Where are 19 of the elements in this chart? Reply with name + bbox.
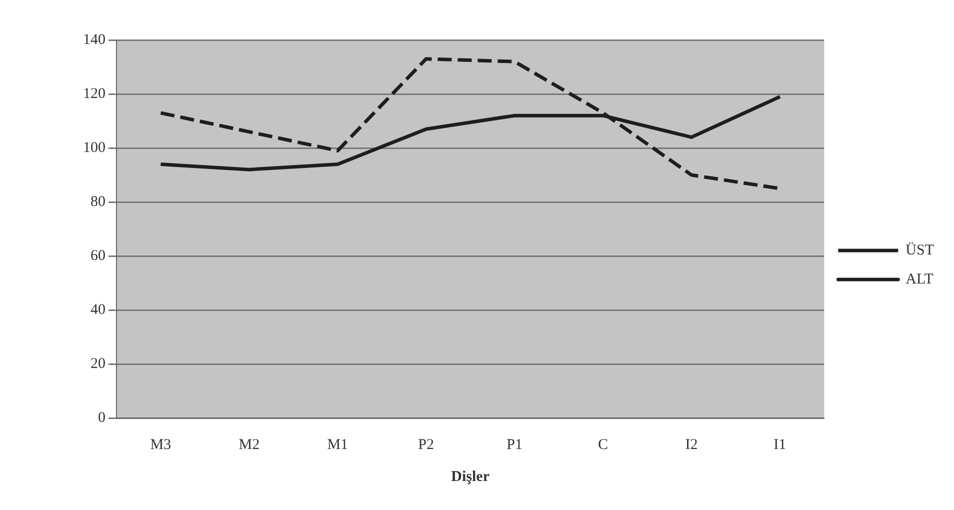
y-tick-label: 100: [83, 140, 106, 156]
legend-label: ALT: [906, 271, 934, 288]
y-tick-label: 140: [83, 32, 106, 48]
x-tick-label: M2: [238, 436, 260, 453]
y-tick-label: 20: [90, 356, 106, 372]
x-tick-label: P1: [506, 436, 522, 453]
x-tick-label: M1: [327, 436, 348, 453]
x-tick-label: P2: [418, 436, 434, 453]
x-tick-label: I1: [774, 436, 786, 453]
x-axis-title: Dişler: [451, 468, 490, 485]
y-tick-label: 40: [90, 302, 106, 318]
x-tick-label: I2: [685, 436, 698, 453]
y-tick-label: 120: [83, 86, 106, 102]
y-tick-label: 0: [98, 410, 106, 426]
x-tick-label: M3: [150, 436, 172, 453]
x-tick-label: C: [598, 436, 608, 453]
y-tick-label: 80: [90, 194, 106, 210]
legend-label: ÜST: [906, 241, 934, 258]
y-tick-label: 60: [90, 248, 106, 264]
